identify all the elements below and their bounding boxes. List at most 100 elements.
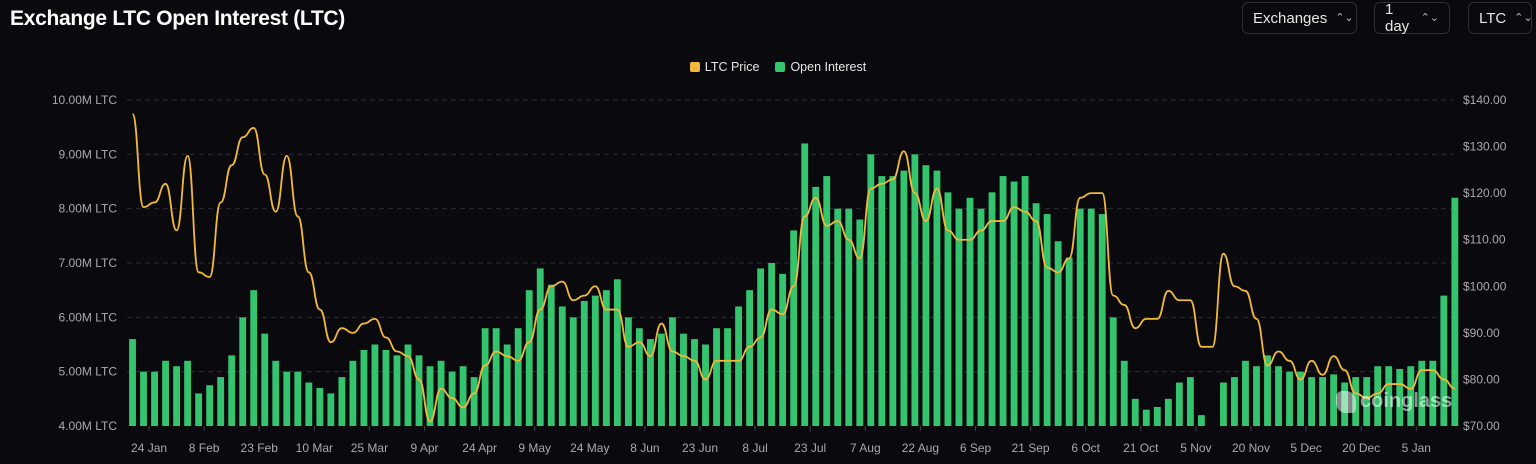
watermark-text: coinglass	[1360, 390, 1453, 412]
oi-bar	[1396, 368, 1404, 426]
oi-bar	[569, 317, 577, 426]
oi-bar	[724, 328, 731, 426]
oi-bar	[195, 393, 203, 426]
oi-bar	[1440, 295, 1448, 426]
oi-bar	[1197, 415, 1205, 426]
oi-bar	[999, 176, 1007, 426]
x-axis-tick-label: 10 Mar	[296, 441, 333, 455]
legend-swatch-price	[689, 62, 700, 72]
oi-bar	[867, 154, 875, 427]
oi-bar	[1374, 366, 1382, 426]
oi-bar	[955, 208, 963, 426]
chevron-up-down-icon: ⌃⌄	[1335, 11, 1354, 24]
oi-bar	[1297, 371, 1304, 426]
left-axis-tick-label: 9.00M LTC	[59, 147, 118, 161]
oi-bar	[1087, 208, 1095, 426]
oi-bar	[371, 344, 379, 426]
oi-bar	[1186, 377, 1194, 426]
oi-bar	[327, 393, 335, 426]
oi-bar	[1043, 214, 1051, 426]
x-axis-tick-label: 21 Sep	[1012, 441, 1050, 455]
x-axis-tick-label: 6 Oct	[1071, 441, 1100, 455]
price-line	[131, 113, 1456, 423]
oi-bar	[184, 360, 192, 426]
oi-bar	[580, 301, 588, 426]
oi-bar	[415, 355, 423, 426]
oi-bar	[1010, 181, 1018, 426]
oi-bar	[602, 290, 610, 426]
oi-bar	[1098, 214, 1106, 426]
oi-bar	[459, 366, 467, 426]
interval-select[interactable]: 1 day ⌃⌄	[1374, 1, 1450, 35]
oi-bar	[1264, 355, 1271, 426]
oi-bar	[228, 355, 236, 426]
right-axis-tick-label: $80.00	[1463, 372, 1500, 386]
oi-bar	[1385, 366, 1393, 426]
x-axis-tick-label: 22 Aug	[902, 441, 939, 455]
left-axis-tick-label: 8.00M LTC	[59, 202, 118, 216]
x-axis-tick-label: 9 May	[518, 441, 551, 455]
exchanges-select-label: Exchanges	[1253, 9, 1328, 27]
oi-bar	[1286, 371, 1293, 426]
unit-select-label: LTC	[1479, 9, 1507, 27]
oi-bar	[691, 339, 698, 426]
oi-bar	[1451, 197, 1459, 426]
x-axis-tick-label: 8 Jun	[630, 441, 659, 455]
oi-bar	[283, 371, 291, 426]
left-axis-ticks: 10.00M LTC 9.00M LTC 8.00M LTC 7.00M LTC 6.0…	[52, 93, 117, 433]
legend-label: Open Interest	[790, 60, 867, 74]
oi-bar	[680, 333, 687, 426]
oi-bar	[988, 192, 996, 426]
oi-bar	[1054, 241, 1062, 426]
oi-bar	[338, 377, 346, 426]
oi-bar	[658, 333, 665, 426]
oi-bar	[922, 165, 930, 426]
legend-item-open-interest[interactable]: Open Interest	[775, 60, 866, 74]
oi-bar	[977, 208, 985, 426]
oi-bar	[360, 349, 368, 426]
right-axis-tick-label: $90.00	[1463, 326, 1500, 340]
oi-bar	[944, 192, 952, 426]
x-axis-tick-label: 20 Dec	[1342, 441, 1380, 455]
oi-bar	[1308, 377, 1316, 426]
oi-bar	[173, 366, 181, 426]
oi-bar	[591, 295, 599, 426]
x-axis-tick-label: 25 Mar	[351, 441, 388, 455]
oi-bar	[129, 339, 136, 426]
oi-bar	[349, 360, 357, 426]
oi-bar	[250, 290, 258, 426]
oi-bar	[316, 387, 324, 426]
oi-bar	[746, 290, 754, 426]
oi-bar	[1131, 398, 1139, 426]
oi-bar	[162, 360, 169, 426]
chevron-up-down-icon: ⌃⌄	[1420, 11, 1439, 24]
oi-bar	[801, 143, 809, 426]
oi-bar	[900, 170, 908, 426]
right-axis-tick-label: $120.00	[1463, 186, 1507, 200]
x-axis-tick-label: 5 Nov	[1180, 441, 1211, 455]
oi-bar	[382, 349, 390, 426]
oi-bar	[1242, 360, 1249, 426]
oi-bar	[1429, 360, 1437, 426]
oi-bar	[1363, 377, 1371, 426]
x-axis-tick-label: 23 Jun	[682, 441, 718, 455]
oi-bar	[503, 344, 511, 426]
legend-item-ltc-price[interactable]: LTC Price	[689, 60, 759, 74]
chevron-up-down-icon: ⌃⌄	[1514, 11, 1533, 24]
oi-bar	[1164, 398, 1172, 426]
x-axis-tick-label: 5 Dec	[1290, 441, 1321, 455]
exchanges-select[interactable]: Exchanges ⌃⌄	[1242, 2, 1357, 34]
oi-bar	[735, 306, 742, 426]
x-axis-tick-label: 20 Nov	[1232, 441, 1270, 455]
oi-bar	[1275, 366, 1282, 426]
unit-select[interactable]: LTC ⌃⌄	[1468, 2, 1533, 34]
oi-bar	[1175, 382, 1183, 426]
x-axis-tick-label: 24 Jan	[131, 441, 167, 455]
right-axis-ticks: $140.00 $130.00 $120.00 $110.00 $100.00 $90.0…	[1463, 93, 1507, 433]
oi-bar	[481, 328, 489, 426]
chart-legend: LTC Price Open Interest	[0, 60, 1536, 74]
oi-bar	[966, 197, 974, 426]
oi-bar	[239, 317, 247, 426]
oi-bar	[492, 328, 500, 426]
oi-bar	[547, 284, 555, 426]
